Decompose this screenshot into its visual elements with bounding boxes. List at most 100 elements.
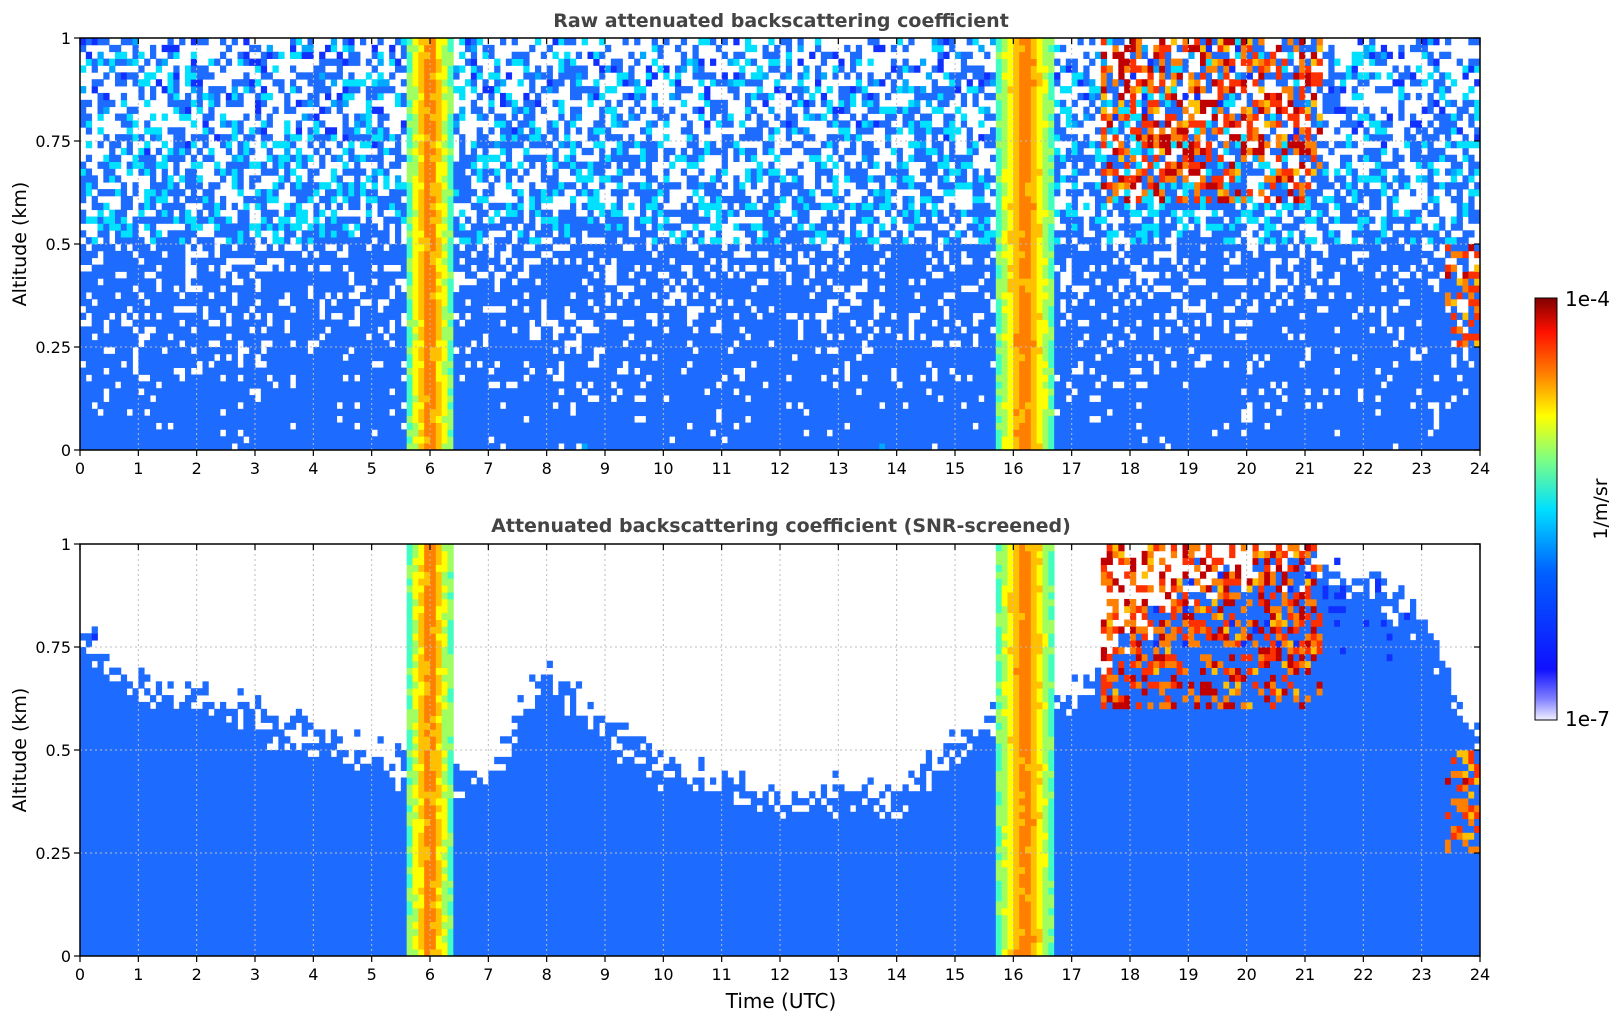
heatmap-column (1095, 51, 1102, 451)
heatmap-column (1445, 38, 1452, 451)
heatmap-column (657, 44, 664, 451)
heatmap-column (418, 38, 425, 451)
heatmap-column (494, 756, 501, 957)
heatmap-column (721, 770, 728, 957)
x-tick-label: 5 (367, 965, 377, 984)
heatmap-column (686, 784, 693, 957)
heatmap-column (476, 38, 483, 451)
heatmap-column (424, 544, 431, 957)
heatmap-column (1013, 544, 1020, 957)
heatmap-column (488, 44, 495, 451)
heatmap-column (1048, 544, 1055, 957)
heatmap-column (80, 38, 87, 451)
heatmap-column (750, 791, 758, 957)
heatmap-column (1404, 612, 1411, 957)
heatmap-column (628, 736, 635, 957)
colorbar: 1e-4 1e-7 1/m/sr (1534, 287, 1612, 731)
heatmap-column (284, 92, 291, 451)
heatmap-column (1462, 722, 1469, 957)
x-tick-label: 12 (770, 459, 790, 478)
heatmap-column (1077, 38, 1084, 451)
heatmap-column (336, 51, 343, 451)
heatmap-column (552, 38, 559, 451)
heatmap-column (1013, 38, 1020, 451)
heatmap-column (1030, 38, 1038, 451)
heatmap-column (202, 38, 209, 451)
heatmap-column (249, 44, 256, 451)
heatmap-column (1060, 701, 1067, 957)
heatmap-column (395, 38, 402, 451)
heatmap-column (190, 38, 198, 451)
heatmap-column (850, 791, 857, 957)
heatmap-column (645, 743, 653, 957)
heatmap-column (348, 38, 355, 451)
heatmap-column (1334, 557, 1341, 957)
heatmap-column (313, 729, 320, 957)
heatmap-column (383, 79, 390, 451)
heatmap-column (1165, 564, 1172, 957)
heatmap-column (1427, 38, 1434, 451)
heatmap-column (1019, 544, 1026, 957)
heatmap-column (1357, 38, 1364, 451)
heatmap-column (692, 44, 699, 451)
heatmap-column (1415, 38, 1423, 451)
heatmap-column (517, 51, 524, 451)
heatmap-column (120, 674, 128, 957)
heatmap-column (260, 51, 268, 451)
heatmap-column (1299, 38, 1306, 451)
heatmap-column (231, 38, 238, 444)
heatmap-column (1165, 44, 1172, 444)
heatmap-column (896, 791, 903, 957)
heatmap-raw (80, 38, 1481, 451)
heatmap-column (470, 38, 478, 451)
x-tick-label: 17 (1061, 459, 1081, 478)
heatmap-column (161, 44, 168, 451)
heatmap-column (745, 791, 752, 957)
heatmap-column (517, 695, 524, 957)
heatmap-column (295, 708, 303, 957)
x-tick-label: 2 (192, 965, 202, 984)
heatmap-column (1141, 550, 1148, 957)
heatmap-column (365, 58, 373, 451)
heatmap-column (640, 736, 647, 957)
heatmap-column (1380, 578, 1388, 957)
y-tick-label: 0.25 (35, 844, 71, 863)
heatmap-column (202, 681, 209, 957)
y-axis-label-screened: Altitude (km) (9, 688, 31, 813)
heatmap-column (599, 715, 606, 957)
heatmap-column (855, 791, 863, 957)
heatmap-column (150, 695, 157, 957)
heatmap-column (698, 38, 705, 451)
x-tick-label: 13 (828, 965, 848, 984)
x-tick-label: 18 (1120, 965, 1140, 984)
heatmap-column (925, 72, 933, 451)
heatmap-column (1456, 58, 1463, 451)
x-tick-label: 19 (1178, 965, 1198, 984)
heatmap-column (1392, 592, 1399, 957)
heatmap-column (1392, 65, 1399, 444)
heatmap-column (1019, 38, 1026, 451)
heatmap-column (955, 51, 962, 451)
x-tick-label: 21 (1295, 459, 1315, 478)
heatmap-column (873, 798, 880, 957)
heatmap-column (978, 44, 985, 451)
heatmap-column (943, 743, 950, 957)
heatmap-column (196, 38, 203, 451)
x-tick-label: 7 (483, 459, 493, 478)
heatmap-column (115, 667, 122, 957)
heatmap-column (179, 701, 186, 957)
heatmap-column (1223, 38, 1230, 451)
heatmap-column (855, 44, 863, 451)
heatmap-column (465, 770, 472, 957)
heatmap-column (1386, 598, 1393, 957)
heatmap-column (966, 729, 973, 957)
heatmap-column (109, 667, 116, 957)
heatmap-column (844, 791, 851, 957)
heatmap-column (995, 544, 1003, 957)
heatmap-column (319, 51, 326, 451)
x-tick-label: 1 (133, 965, 143, 984)
heatmap-column (879, 791, 886, 957)
x-tick-label: 24 (1470, 965, 1490, 984)
heatmap-column (371, 44, 378, 451)
heatmap-column (873, 38, 880, 451)
